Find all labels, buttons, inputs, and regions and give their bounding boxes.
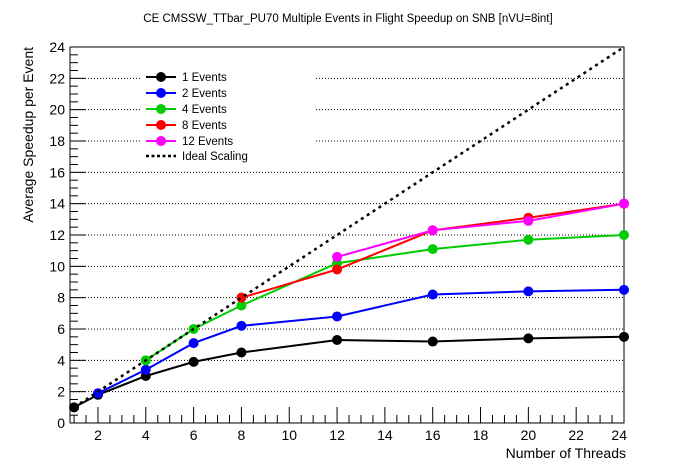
data-point: [619, 198, 629, 209]
series-ideal-scaling: [73, 45, 625, 409]
data-point: [523, 333, 534, 344]
legend-label: Ideal Scaling: [182, 151, 248, 163]
chart-title: CE CMSSW_TTbar_PU70 Multiple Events in F…: [143, 13, 552, 25]
legend-marker: [156, 104, 166, 114]
legend: 1 Events 2 Events 4 Events 8 Events 12 Event…: [141, 66, 315, 166]
data-point: [188, 338, 199, 349]
legend-label: 8 Events: [182, 120, 227, 132]
y-tick-label: 18: [49, 133, 65, 149]
legend-item: 4 Events: [146, 104, 227, 116]
data-point: [236, 300, 247, 311]
data-point: [332, 334, 343, 345]
data-point: [188, 356, 199, 367]
legend-item: 12 Events: [146, 136, 233, 148]
legend-box: [141, 66, 315, 166]
grid: [70, 77, 624, 393]
series-group: [69, 45, 629, 413]
data-point: [427, 244, 438, 255]
y-tick-label: 20: [49, 102, 65, 118]
series-12-events: [332, 198, 629, 262]
y-tick-label: 10: [49, 258, 65, 274]
legend-label: 12 Events: [182, 136, 233, 148]
x-tick-label: 4: [142, 427, 150, 443]
x-tick-label: 24: [611, 427, 627, 443]
y-tick-label: 8: [57, 290, 65, 306]
data-point: [523, 286, 534, 297]
x-tick-label: 14: [377, 427, 393, 443]
x-tick-label: 18: [473, 427, 489, 443]
series-line: [97, 288, 625, 395]
y-tick-label: 0: [57, 415, 65, 431]
x-tick-label: 8: [238, 427, 246, 443]
y-tick-label: 6: [57, 321, 65, 337]
y-tick-label: 2: [57, 384, 65, 400]
y-tick-label: 22: [49, 70, 65, 86]
x-tick-label: 16: [425, 427, 441, 443]
data-point: [619, 230, 629, 240]
data-point: [332, 264, 343, 275]
legend-marker: [156, 72, 166, 82]
legend-marker: [156, 136, 166, 146]
x-tick-label: 2: [94, 427, 102, 443]
y-tick-label: 16: [49, 164, 65, 180]
data-point: [236, 347, 247, 358]
series-line: [73, 335, 625, 409]
y-tick-label: 24: [49, 39, 65, 55]
x-tick-label: 12: [329, 427, 345, 443]
x-tick-label: 20: [521, 427, 537, 443]
y-tick-label: 12: [49, 227, 65, 243]
data-point: [140, 364, 151, 375]
data-point: [92, 388, 103, 399]
legend-marker: [156, 120, 166, 130]
legend-label: 4 Events: [182, 104, 227, 116]
legend-item: 8 Events: [146, 120, 227, 132]
data-point: [332, 311, 343, 322]
y-tick-label: 14: [49, 196, 65, 212]
x-axis-label: Number of Threads: [506, 445, 626, 461]
y-axis-label: Average Speedup per Event: [20, 47, 36, 223]
data-point: [427, 225, 438, 236]
data-point: [236, 320, 247, 331]
data-point: [332, 251, 343, 262]
x-tick-label: 22: [568, 427, 584, 443]
data-point: [523, 234, 534, 245]
data-point: [427, 336, 438, 347]
series-line: [73, 45, 625, 409]
legend-item: Ideal Scaling: [146, 151, 248, 163]
legend-label: 1 Events: [182, 72, 227, 84]
legend-label: 2 Events: [182, 88, 227, 100]
data-point: [619, 331, 629, 342]
legend-item: 2 Events: [146, 88, 227, 100]
series-line: [336, 202, 625, 258]
legend-marker: [156, 88, 166, 98]
y-tick-label: 4: [57, 352, 65, 368]
data-point: [523, 215, 534, 226]
data-point: [69, 402, 80, 413]
x-tick-label: 10: [281, 427, 297, 443]
data-point: [427, 289, 438, 300]
series-1-events: [69, 331, 629, 413]
data-point: [619, 284, 629, 295]
x-tick-label: 6: [190, 427, 198, 443]
series-2-events: [92, 284, 629, 399]
legend-item: 1 Events: [146, 72, 227, 84]
